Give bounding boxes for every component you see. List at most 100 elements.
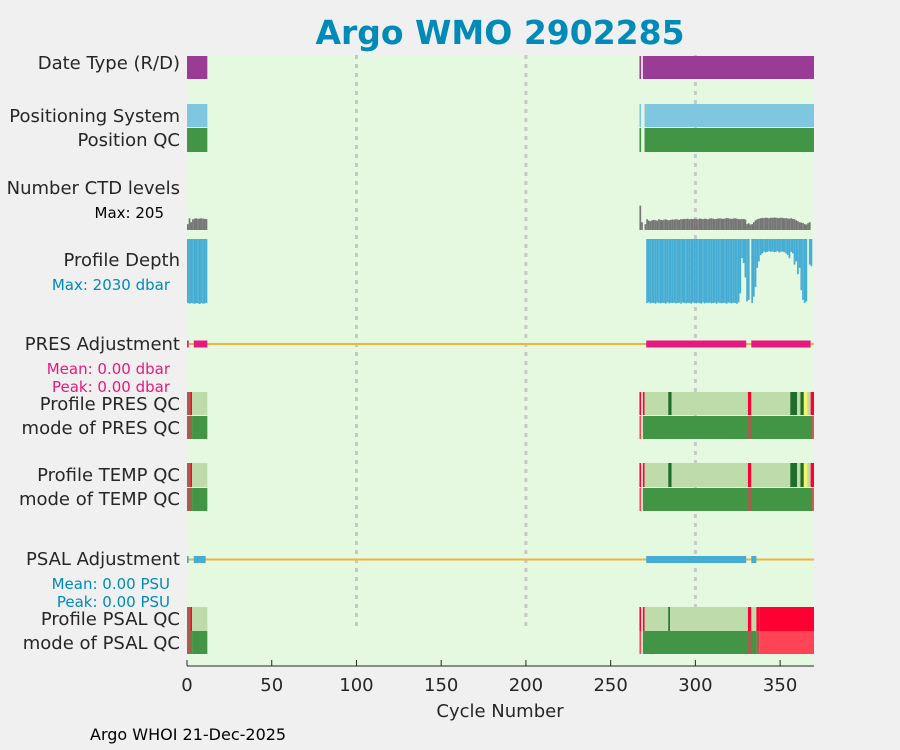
row-labels: Date Type (R/D) Positioning System Positio…: [7, 53, 180, 654]
profile-depth-bar-367: [808, 239, 811, 265]
ctd-level-bar-291: [680, 219, 682, 230]
segment-row0-1: [639, 56, 642, 79]
row-label-4: Profile Depth: [63, 250, 180, 271]
ctd-level-bar-312: [715, 218, 718, 230]
profile-depth-bar-351: [781, 239, 784, 252]
ctd-level-bar-315: [720, 218, 723, 230]
segment-row8-7: [671, 463, 748, 487]
segment-row11-8: [747, 607, 752, 631]
ctd-level-bar-342: [766, 217, 769, 230]
row-label-10: PSAL Adjustment: [26, 549, 180, 570]
segment-row6-10: [790, 392, 798, 415]
profile-depth-bar-297: [690, 239, 692, 304]
segment-row11-9: [751, 607, 757, 631]
profile-depth-bar-346: [773, 239, 776, 253]
segment-row6-14: [807, 392, 811, 415]
ctd-level-bar-341: [764, 217, 767, 230]
segment-row7-1: [192, 416, 208, 439]
row-label-11: Profile PSAL QC: [41, 609, 180, 630]
ctd-level-bar-272: [647, 220, 650, 230]
segment-row8-15: [810, 463, 814, 487]
profile-depth-bar-285: [669, 239, 672, 303]
profile-depth-bar-294: [685, 239, 687, 304]
segment-row8-5: [644, 463, 669, 487]
segment-row11-3: [639, 607, 642, 631]
profile-depth-bar-328: [742, 239, 745, 264]
row-label-7: mode of PRES QC: [22, 418, 180, 439]
ctd-level-bar-286: [671, 219, 674, 230]
segment-row7-5: [812, 416, 814, 439]
ctd-level-bar-317: [724, 218, 726, 230]
segment-row9-0: [187, 488, 193, 511]
segment-row12-1: [192, 631, 208, 654]
profile-depth-bar-288: [675, 239, 677, 304]
profile-depth-bar-305: [703, 239, 706, 304]
profile-depth-bar-284: [668, 239, 670, 304]
ctd-level-bar-357: [791, 218, 794, 230]
segment-row6-5: [644, 392, 669, 415]
x-tick-label-350: 350: [763, 675, 797, 696]
profile-depth-bar-278: [658, 239, 660, 304]
profile-depth-bar-304: [702, 239, 704, 303]
profile-depth-bar-275: [653, 239, 655, 304]
profile-depth-bar-10: [203, 239, 206, 304]
profile-depth-bar-290: [678, 239, 681, 303]
profile-depth-bar-327: [741, 239, 743, 259]
segment-row8-4: [642, 463, 645, 487]
profile-depth-bar-338: [759, 239, 762, 256]
profile-depth-bar-355: [788, 239, 791, 259]
ctd-level-bar-332: [749, 224, 752, 230]
ctd-level-bar-353: [785, 218, 787, 230]
segment-row8-0: [187, 463, 191, 487]
profile-depth-bar-310: [712, 239, 715, 304]
x-axis-label: Cycle Number: [436, 701, 564, 722]
profile-depth-bar-362: [800, 239, 803, 291]
ctd-level-bar-363: [802, 222, 804, 230]
segment-row10-3: [751, 556, 757, 563]
segment-row8-1: [190, 463, 193, 487]
profile-depth-bar-281: [663, 239, 665, 304]
segment-row11-10: [756, 607, 760, 631]
ctd-level-bar-289: [676, 219, 679, 230]
row-sublabel-10: Mean: 0.00 PSU: [52, 575, 170, 593]
profile-depth-bar-321: [730, 239, 733, 304]
profile-depth-bar-9: [202, 239, 204, 304]
segment-row6-8: [747, 392, 752, 415]
segment-row12-3: [642, 631, 757, 654]
profile-depth-bar-342: [766, 239, 769, 252]
segment-row2-1: [639, 128, 642, 152]
segment-row6-12: [800, 392, 804, 415]
segment-row8-11: [797, 463, 801, 487]
ctd-level-bar-3: [192, 219, 194, 230]
profile-depth-bar-8: [200, 239, 203, 304]
ctd-level-bar-287: [673, 219, 676, 230]
segment-row12-0: [187, 631, 193, 654]
ctd-level-bar-271: [646, 219, 648, 230]
profile-depth-bar-296: [688, 239, 691, 304]
ctd-level-bar-299: [693, 218, 696, 230]
ctd-level-bar-4: [193, 218, 196, 230]
profile-depth-bar-334: [752, 239, 755, 297]
profile-depth-bar-274: [651, 239, 654, 303]
profile-depth-bar-341: [764, 239, 767, 253]
ctd-level-bar-361: [798, 222, 801, 230]
segment-row6-9: [751, 392, 791, 415]
profile-depth-bar-343: [768, 239, 770, 252]
segment-row10-2: [646, 556, 747, 563]
ctd-level-bar-346: [773, 217, 776, 230]
segment-row8-14: [807, 463, 811, 487]
ctd-level-bar-311: [714, 219, 716, 230]
segment-row8-10: [790, 463, 798, 487]
segment-row12-2: [639, 631, 642, 654]
segment-row9-3: [642, 488, 814, 511]
segment-row9-2: [639, 488, 642, 511]
x-gridlines: [354, 55, 697, 628]
segment-row2-0: [187, 128, 208, 152]
profile-depth-bar-331: [747, 239, 750, 300]
ctd-level-bar-350: [780, 217, 782, 230]
x-tick-label-300: 300: [678, 675, 712, 696]
segment-row8-9: [751, 463, 791, 487]
ctd-level-bar-316: [722, 218, 725, 230]
profile-depth-bar-298: [691, 239, 694, 303]
profile-depth-bar-368: [810, 239, 813, 267]
